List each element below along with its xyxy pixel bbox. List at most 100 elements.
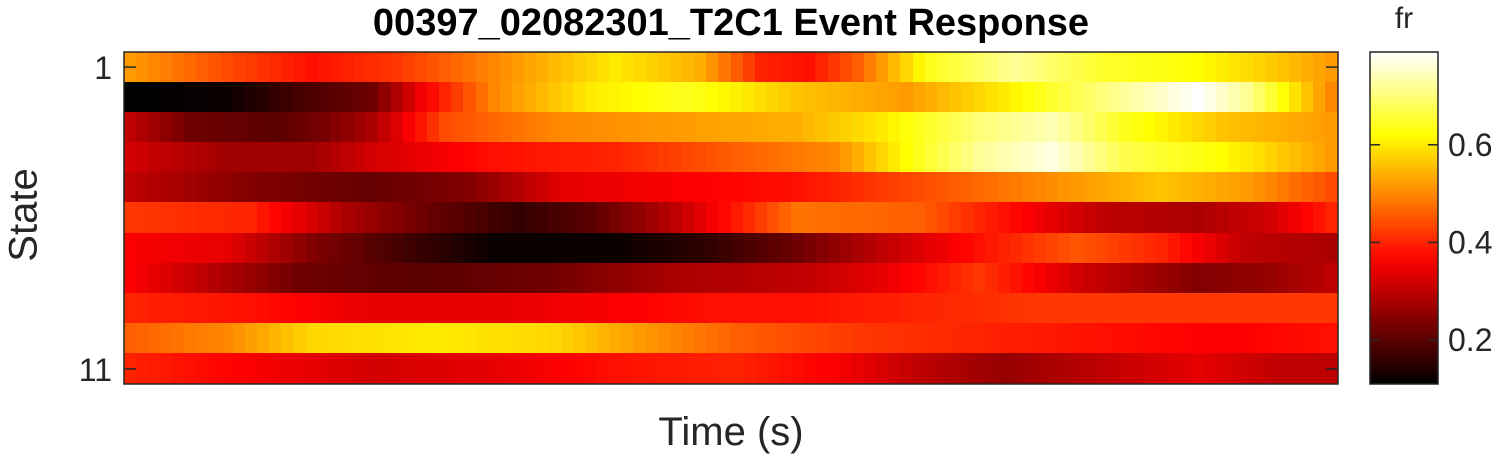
heatmap-cell <box>937 293 951 325</box>
heatmap-cell <box>257 323 271 355</box>
heatmap-cell <box>1107 202 1121 235</box>
heatmap-cell <box>573 142 587 174</box>
heatmap-cell <box>306 82 320 114</box>
heatmap-cell <box>718 172 732 204</box>
heatmap-cell <box>196 172 210 204</box>
heatmap-cell <box>1325 82 1339 114</box>
heatmap-cell <box>1228 202 1242 235</box>
heatmap-cell <box>257 293 271 325</box>
heatmap-cell <box>1095 353 1109 385</box>
heatmap-cell <box>573 353 587 385</box>
heatmap-cell <box>682 353 696 385</box>
heatmap-cell <box>536 82 550 114</box>
heatmap-cell <box>318 353 332 385</box>
heatmap-cell <box>779 233 793 265</box>
heatmap-cell <box>670 293 684 325</box>
heatmap-cell <box>1119 353 1133 385</box>
heatmap-cell <box>658 293 672 325</box>
heatmap-cell <box>1313 293 1327 325</box>
heatmap-cell <box>1180 112 1194 144</box>
heatmap-cell <box>536 293 550 325</box>
heatmap-cell <box>731 112 745 144</box>
heatmap-cell <box>585 112 599 144</box>
heatmap-cell <box>973 353 987 385</box>
heatmap-cell <box>403 142 417 174</box>
heatmap-cell <box>597 52 611 84</box>
heatmap-cell <box>900 112 915 144</box>
heatmap-cell <box>415 112 429 144</box>
heatmap-cell <box>682 142 696 174</box>
heatmap-cell <box>949 263 963 295</box>
heatmap-cell <box>1083 293 1097 325</box>
heatmap-cell <box>1034 293 1048 325</box>
heatmap-cell <box>864 172 878 204</box>
heatmap-cell <box>136 293 150 325</box>
heatmap-cell <box>148 112 162 144</box>
heatmap-cell <box>815 142 830 174</box>
heatmap-cell <box>257 142 271 174</box>
heatmap-cell <box>1265 82 1279 114</box>
heatmap-cell <box>840 112 854 144</box>
heatmap-row-state-3 <box>124 112 1339 144</box>
heatmap-cell <box>1253 82 1267 114</box>
heatmap-cell <box>1143 293 1157 325</box>
heatmap-cell <box>694 263 708 295</box>
heatmap-cell <box>124 293 138 325</box>
heatmap-cell <box>184 233 198 265</box>
heatmap-cell <box>1083 263 1097 295</box>
heatmap-cell <box>694 112 708 144</box>
heatmap-cell <box>1228 172 1242 204</box>
heatmap-cell <box>1131 323 1145 355</box>
heatmap-cell <box>1119 172 1133 204</box>
heatmap-cell <box>221 202 235 235</box>
heatmap-cell <box>925 323 939 355</box>
heatmap-cell <box>767 263 781 295</box>
heatmap-cell <box>609 233 623 265</box>
heatmap-cell <box>755 172 769 204</box>
heatmap-cell <box>864 112 878 144</box>
heatmap-cell <box>439 172 453 204</box>
heatmap-cell <box>888 112 902 144</box>
heatmap-cell <box>937 142 951 174</box>
heatmap-cell <box>512 82 526 114</box>
heatmap-cell <box>1119 52 1133 84</box>
heatmap-cell <box>1046 323 1060 355</box>
heatmap-cell <box>1253 142 1267 174</box>
heatmap-cell <box>658 112 672 144</box>
heatmap-cell <box>208 52 223 84</box>
heatmap-cell <box>172 233 186 265</box>
heatmap-cell <box>500 353 514 385</box>
heatmap-cell <box>791 293 805 325</box>
heatmap-cell <box>1240 142 1255 174</box>
heatmap-cell <box>221 142 235 174</box>
heatmap-cell <box>973 233 987 265</box>
heatmap-cell <box>621 112 635 144</box>
heatmap-cell <box>488 263 502 295</box>
heatmap-cell <box>876 353 890 385</box>
heatmap-cell <box>1119 142 1133 174</box>
heatmap-cell <box>985 353 1000 385</box>
heatmap-cell <box>767 202 781 235</box>
heatmap-cell <box>755 52 769 84</box>
heatmap-cell <box>1180 52 1194 84</box>
heatmap-cell <box>451 263 465 295</box>
heatmap-cell <box>767 52 781 84</box>
heatmap-cell <box>1204 233 1218 265</box>
heatmap-cell <box>524 142 538 174</box>
heatmap-cell <box>293 233 308 265</box>
heatmap-cell <box>791 353 805 385</box>
heatmap-cell <box>779 323 793 355</box>
heatmap-cell <box>1022 82 1036 114</box>
heatmap-cell <box>864 202 878 235</box>
heatmap-cell <box>706 233 720 265</box>
heatmap-cell <box>415 142 429 174</box>
heatmap-cell <box>1131 52 1145 84</box>
heatmap-cell <box>451 353 465 385</box>
heatmap-cell <box>1155 82 1170 114</box>
heatmap-cell <box>160 293 174 325</box>
heatmap-cell <box>427 263 441 295</box>
heatmap-cell <box>621 353 635 385</box>
heatmap-cell <box>913 323 927 355</box>
heatmap-cell <box>1058 323 1072 355</box>
heatmap-cell <box>318 112 332 144</box>
